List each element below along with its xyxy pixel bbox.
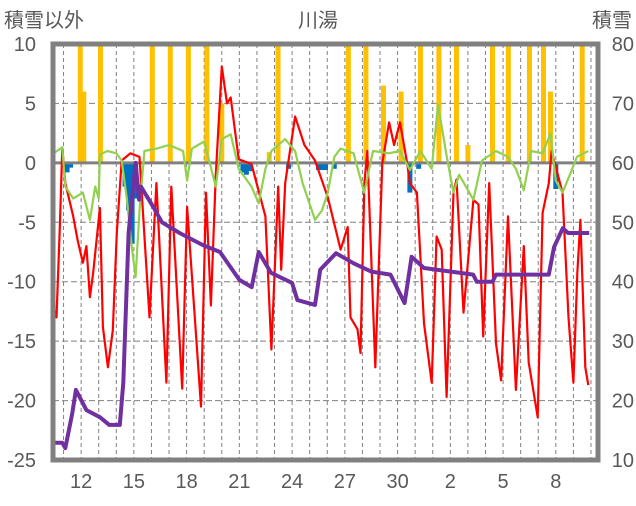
right-tick-label: 70 (612, 93, 634, 115)
blue-bar (240, 162, 246, 173)
orange-bar (363, 44, 369, 163)
blue-bar (319, 162, 325, 170)
blue-bar (243, 162, 249, 175)
orange-bar (167, 44, 173, 163)
series-lines (52, 65, 590, 451)
x-tick-label: 12 (70, 471, 92, 493)
gridlines (53, 44, 598, 460)
orange-bar (579, 44, 585, 163)
orange-bar (77, 44, 83, 163)
left-axis-title: 積雪以外 (4, 9, 84, 32)
orange-bar (275, 44, 281, 163)
blue-bar (64, 162, 70, 173)
orange-bar (505, 44, 511, 163)
left-tick-label: -20 (7, 391, 36, 413)
orange-bar (465, 145, 471, 163)
orange-bar (219, 103, 225, 163)
orange-bar (204, 44, 210, 163)
right-tick-label: 30 (612, 331, 634, 353)
blue-bar (416, 162, 422, 169)
left-tick-label: -25 (7, 450, 36, 472)
orange-bar (185, 44, 191, 163)
left-tick-label: 10 (14, 34, 36, 56)
x-tick-label: 21 (228, 471, 250, 493)
snow-depth-line (53, 160, 590, 451)
orange-bar (381, 85, 387, 163)
blue-bar (126, 162, 132, 211)
blue-bar (315, 162, 321, 170)
right-tick-label: 80 (612, 34, 634, 56)
x-tick-label: 15 (123, 471, 145, 493)
x-tick-label: 8 (550, 471, 561, 493)
x-tick-label: 5 (498, 471, 509, 493)
left-tick-label: -10 (7, 272, 36, 294)
orange-bar (149, 44, 155, 163)
orange-bar (345, 44, 351, 163)
blue-bar (331, 162, 337, 169)
plot-frame (50, 41, 601, 463)
right-tick-label: 10 (612, 450, 634, 472)
x-tick-label: 30 (386, 471, 408, 493)
right-axis-title: 積雪 (592, 9, 632, 32)
left-tick-label: 0 (25, 153, 36, 175)
blue-bar (247, 162, 253, 172)
orange-bar (541, 44, 546, 163)
right-tick-label: 60 (612, 153, 634, 175)
blue-bar (323, 162, 328, 170)
left-tick-label: -15 (7, 331, 36, 353)
right-tick-label: 50 (612, 212, 634, 234)
left-tick-label: 5 (25, 93, 36, 115)
blue-bar (122, 162, 128, 187)
orange-bar (417, 44, 423, 163)
x-tick-label: 18 (175, 471, 197, 493)
orange-bar (436, 44, 442, 163)
red-line (52, 65, 590, 419)
chart-title: 川湯 (298, 9, 338, 32)
x-tick-label: 24 (281, 471, 303, 493)
blue-bar (68, 162, 74, 168)
orange-bar (490, 44, 496, 163)
orange-bar (97, 44, 103, 163)
orange-bar (81, 91, 87, 163)
right-tick-label: 20 (612, 391, 634, 413)
x-tick-label: 2 (445, 471, 456, 493)
orange-bar (548, 91, 554, 163)
orange-bar (453, 44, 459, 163)
green-line (52, 103, 589, 279)
right-tick-label: 40 (612, 272, 634, 294)
orange-bar (526, 44, 532, 163)
x-tick-label: 27 (334, 471, 356, 493)
left-tick-label: -5 (18, 212, 36, 234)
